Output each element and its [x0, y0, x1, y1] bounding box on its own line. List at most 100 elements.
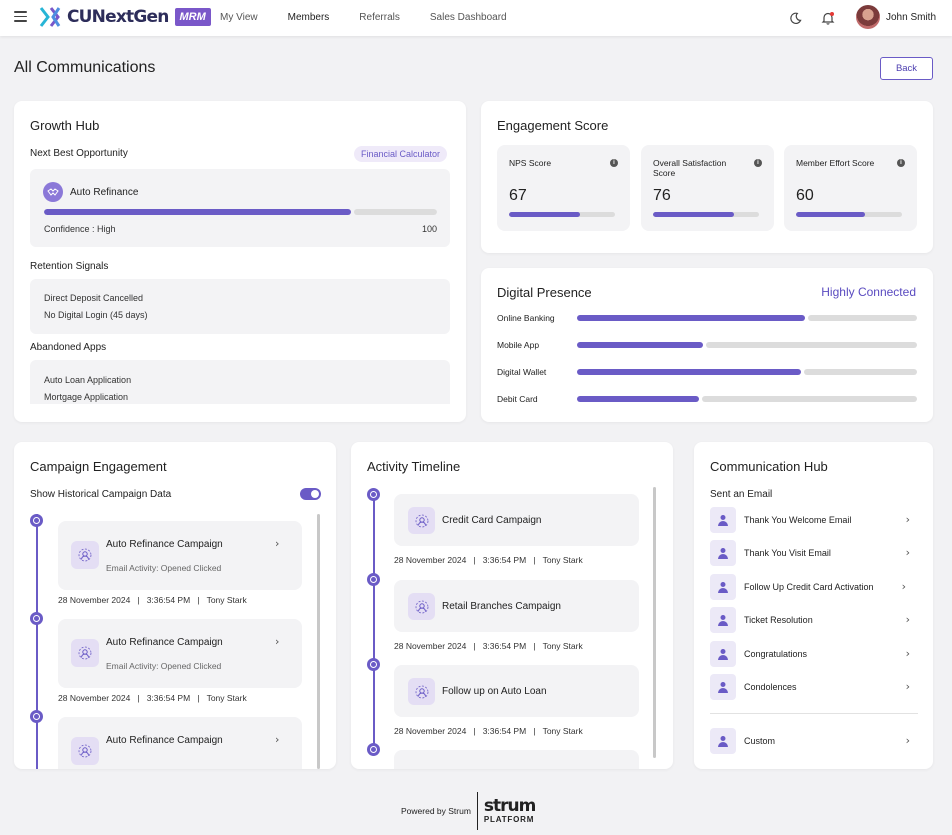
theme-toggle-button[interactable]: [782, 5, 808, 31]
activity-timeline-card: Activity Timeline Credit Card Campaign 2…: [351, 442, 673, 769]
nav-sales-dashboard[interactable]: Sales Dashboard: [429, 12, 507, 23]
brand-logo[interactable]: CUNextGen MRM: [39, 5, 211, 29]
user-icon: [710, 641, 736, 667]
user-name: John Smith: [886, 11, 937, 23]
chevron-right-icon[interactable]: ›: [275, 537, 280, 550]
campaign-icon: [71, 639, 99, 667]
comm-item[interactable]: Thank You Visit Email ›: [710, 540, 918, 566]
info-icon[interactable]: i: [610, 159, 618, 167]
comm-item-label: Thank You Visit Email: [744, 548, 831, 558]
dp-progress: [577, 396, 917, 402]
campaign-item[interactable]: Auto Refinance Campaign Email Activity: …: [58, 619, 302, 688]
next-best-label: Next Best Opportunity: [30, 148, 128, 159]
timeline-line: [373, 494, 375, 754]
retention-signals-label: Retention Signals: [30, 261, 109, 272]
financial-calculator-link[interactable]: Financial Calculator: [354, 146, 448, 162]
top-navbar: CUNextGen MRM My View Members Referrals …: [0, 0, 952, 36]
campaign-meta: 28 November 2024 | 3:36:54 PM | Tony Sta…: [58, 693, 247, 703]
info-icon[interactable]: i: [897, 159, 905, 167]
comm-item[interactable]: Follow Up Credit Card Activation ›: [710, 574, 918, 600]
campaign-icon: [71, 737, 99, 765]
timeline-dot: [30, 514, 43, 527]
dp-label: Digital Wallet: [497, 367, 547, 377]
scrollbar[interactable]: [317, 514, 320, 769]
back-button[interactable]: Back: [880, 57, 933, 80]
confidence-label: Confidence : High: [44, 224, 116, 234]
campaign-name: Auto Refinance Campaign: [106, 637, 223, 648]
menu-icon[interactable]: [14, 11, 27, 22]
dp-label: Debit Card: [497, 394, 538, 404]
notifications-button[interactable]: [815, 5, 841, 31]
score-value: 60: [796, 187, 814, 204]
opportunity-box[interactable]: Auto Refinance Confidence : High 100: [30, 169, 450, 247]
score-progress: [653, 212, 759, 217]
timeline-dot: [367, 743, 380, 756]
activity-item[interactable]: Credit Card Campaign: [394, 494, 639, 546]
score-progress: [796, 212, 902, 217]
user-icon: [710, 540, 736, 566]
comm-item-label: Thank You Welcome Email: [744, 515, 852, 525]
timeline-line: [36, 514, 38, 769]
score-label: Overall Satisfaction Score: [653, 158, 727, 178]
retention-item: Direct Deposit Cancelled: [44, 293, 144, 303]
dp-progress: [577, 369, 917, 375]
dp-progress: [577, 342, 917, 348]
campaign-icon: [408, 593, 435, 620]
main-nav: My View Members Referrals Sales Dashboar…: [220, 12, 537, 23]
historical-data-toggle[interactable]: [300, 488, 321, 500]
avatar: [856, 5, 880, 29]
digital-presence-title: Digital Presence: [497, 285, 592, 300]
score-label: NPS Score: [509, 158, 552, 168]
comm-item[interactable]: Thank You Welcome Email ›: [710, 507, 918, 533]
scrollbar[interactable]: [653, 487, 656, 758]
comm-item[interactable]: Congratulations ›: [710, 641, 918, 667]
retention-item: No Digital Login (45 days): [44, 310, 148, 320]
footer: Powered by Strum strum PLATFORM: [401, 791, 536, 831]
comm-item[interactable]: Ticket Resolution ›: [710, 607, 918, 633]
activity-name: Credit Card Campaign: [442, 515, 542, 526]
timeline-dot: [367, 658, 380, 671]
activity-name: Follow up on Auto Loan: [442, 686, 547, 697]
campaign-item[interactable]: Auto Refinance Campaign Email Activity: …: [58, 521, 302, 590]
campaign-item[interactable]: Auto Refinance Campaign ›: [58, 717, 302, 769]
abandoned-item[interactable]: Mortgage Application: [44, 392, 129, 402]
activity-item[interactable]: Follow up on Auto Loan: [394, 665, 639, 717]
retention-signals-box: Direct Deposit Cancelled No Digital Logi…: [30, 279, 450, 334]
nav-my-view[interactable]: My View: [220, 12, 258, 23]
nav-members[interactable]: Members: [287, 12, 330, 23]
campaign-activity: Email Activity: Opened Clicked: [106, 661, 222, 671]
page-title: All Communications: [14, 59, 156, 76]
brand-name: CUNextGen: [67, 7, 169, 27]
info-icon[interactable]: i: [754, 159, 762, 167]
timeline-dot: [367, 573, 380, 586]
campaign-activity: Email Activity: Opened Clicked: [106, 563, 222, 573]
user-icon: [710, 728, 736, 754]
activity-item[interactable]: [394, 750, 639, 769]
digital-presence-status: Highly Connected: [821, 285, 916, 299]
bell-icon: [821, 12, 835, 25]
comm-item-label: Ticket Resolution: [744, 615, 813, 625]
activity-item[interactable]: Retail Branches Campaign: [394, 580, 639, 632]
activity-meta: 28 November 2024 | 3:36:54 PM | Tony Sta…: [394, 555, 583, 565]
nav-referrals[interactable]: Referrals: [359, 12, 400, 23]
campaign-icon: [71, 541, 99, 569]
score-value: 67: [509, 187, 527, 204]
powered-by-text: Powered by Strum: [401, 806, 471, 816]
activity-timeline-title: Activity Timeline: [367, 459, 461, 474]
dp-label: Online Banking: [497, 313, 555, 323]
user-menu[interactable]: John Smith: [856, 5, 936, 29]
chevron-right-icon: ›: [905, 613, 910, 626]
effort-score-box: Member Effort Score i 60: [784, 145, 917, 231]
chevron-right-icon[interactable]: ›: [275, 733, 280, 746]
historical-toggle-label: Show Historical Campaign Data: [30, 489, 172, 500]
campaign-icon: [408, 678, 435, 705]
comm-item-custom[interactable]: Custom ›: [710, 728, 918, 754]
comm-item-label: Follow Up Credit Card Activation: [744, 582, 874, 592]
abandoned-item[interactable]: Auto Loan Application: [44, 375, 132, 385]
sent-email-label: Sent an Email: [710, 489, 773, 500]
chevron-right-icon: ›: [905, 513, 910, 526]
comm-item[interactable]: Condolences ›: [710, 674, 918, 700]
chevron-right-icon[interactable]: ›: [275, 635, 280, 648]
timeline-dot: [30, 612, 43, 625]
campaign-meta: 28 November 2024 | 3:36:54 PM | Tony Sta…: [58, 595, 247, 605]
